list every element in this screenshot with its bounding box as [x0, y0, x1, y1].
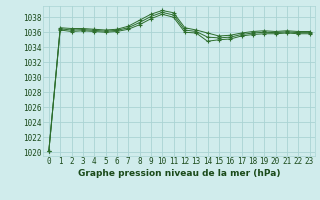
- X-axis label: Graphe pression niveau de la mer (hPa): Graphe pression niveau de la mer (hPa): [78, 169, 280, 178]
